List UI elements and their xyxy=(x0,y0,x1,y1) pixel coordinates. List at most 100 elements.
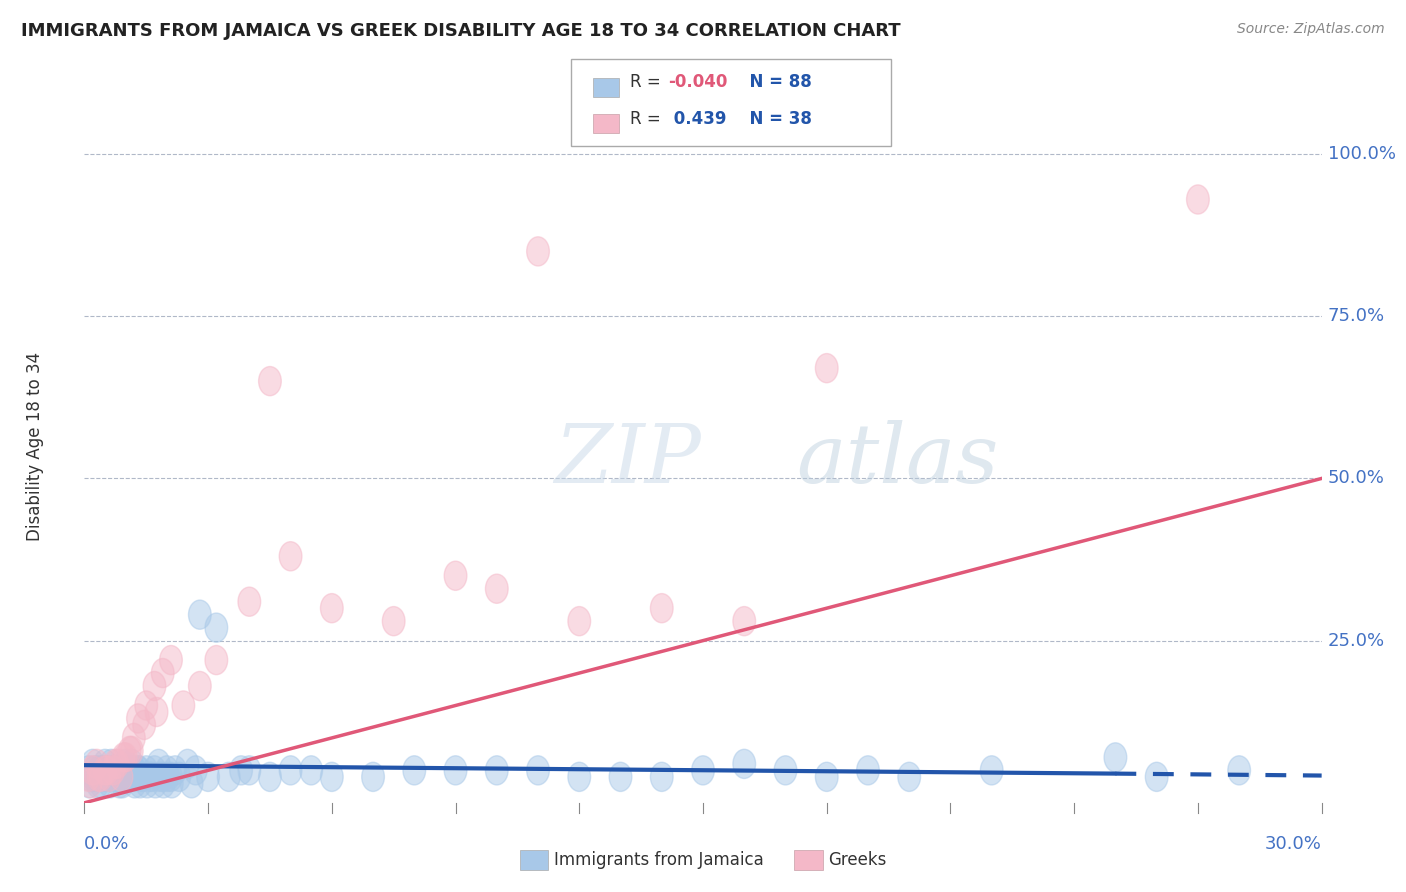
Ellipse shape xyxy=(444,756,467,785)
Ellipse shape xyxy=(205,613,228,642)
Ellipse shape xyxy=(124,769,146,798)
Text: 30.0%: 30.0% xyxy=(1265,835,1322,853)
Ellipse shape xyxy=(197,763,219,791)
Text: Greeks: Greeks xyxy=(828,851,887,869)
Ellipse shape xyxy=(160,646,183,674)
Ellipse shape xyxy=(101,756,125,785)
Ellipse shape xyxy=(96,756,118,785)
Ellipse shape xyxy=(184,756,207,785)
Ellipse shape xyxy=(259,367,281,396)
Ellipse shape xyxy=(218,763,240,791)
Ellipse shape xyxy=(815,353,838,383)
Text: -0.040: -0.040 xyxy=(668,73,727,91)
Ellipse shape xyxy=(90,769,112,798)
Ellipse shape xyxy=(176,749,198,779)
Ellipse shape xyxy=(86,749,108,779)
Ellipse shape xyxy=(100,749,122,779)
Ellipse shape xyxy=(180,769,202,798)
Ellipse shape xyxy=(114,749,136,779)
Ellipse shape xyxy=(105,749,129,779)
Ellipse shape xyxy=(79,763,101,791)
Ellipse shape xyxy=(139,763,163,791)
Ellipse shape xyxy=(127,704,149,733)
Ellipse shape xyxy=(188,600,211,629)
Ellipse shape xyxy=(129,769,152,798)
Ellipse shape xyxy=(122,723,145,753)
Ellipse shape xyxy=(692,756,714,785)
Ellipse shape xyxy=(82,763,105,791)
Ellipse shape xyxy=(143,769,167,798)
Ellipse shape xyxy=(321,593,343,623)
Ellipse shape xyxy=(90,763,112,791)
Ellipse shape xyxy=(229,756,253,785)
Ellipse shape xyxy=(160,763,183,791)
Ellipse shape xyxy=(238,587,260,616)
Ellipse shape xyxy=(527,756,550,785)
Ellipse shape xyxy=(651,593,673,623)
Ellipse shape xyxy=(98,763,121,791)
Ellipse shape xyxy=(82,749,104,779)
Ellipse shape xyxy=(167,763,191,791)
Ellipse shape xyxy=(259,763,281,791)
Ellipse shape xyxy=(82,756,104,785)
Ellipse shape xyxy=(527,236,550,266)
Ellipse shape xyxy=(98,763,121,791)
Ellipse shape xyxy=(163,756,187,785)
Ellipse shape xyxy=(121,749,143,779)
Ellipse shape xyxy=(156,763,179,791)
Ellipse shape xyxy=(94,763,117,791)
Text: 0.0%: 0.0% xyxy=(84,835,129,853)
Ellipse shape xyxy=(114,743,136,772)
Ellipse shape xyxy=(152,658,174,688)
Ellipse shape xyxy=(485,756,508,785)
Ellipse shape xyxy=(98,769,121,798)
Ellipse shape xyxy=(1227,756,1250,785)
Ellipse shape xyxy=(96,756,118,785)
Ellipse shape xyxy=(145,698,167,727)
Ellipse shape xyxy=(188,672,211,700)
Ellipse shape xyxy=(444,561,467,591)
Text: Source: ZipAtlas.com: Source: ZipAtlas.com xyxy=(1237,22,1385,37)
Ellipse shape xyxy=(280,541,302,571)
Ellipse shape xyxy=(1187,185,1209,214)
Ellipse shape xyxy=(1104,743,1126,772)
Text: ZIP: ZIP xyxy=(554,420,702,500)
Ellipse shape xyxy=(125,763,148,791)
Text: 75.0%: 75.0% xyxy=(1327,307,1385,326)
Ellipse shape xyxy=(152,769,174,798)
Ellipse shape xyxy=(152,763,174,791)
Ellipse shape xyxy=(156,756,179,785)
Ellipse shape xyxy=(238,756,260,785)
Ellipse shape xyxy=(117,763,139,791)
Ellipse shape xyxy=(815,763,838,791)
Ellipse shape xyxy=(127,756,149,785)
Ellipse shape xyxy=(136,769,159,798)
Ellipse shape xyxy=(568,763,591,791)
Ellipse shape xyxy=(110,763,132,791)
Ellipse shape xyxy=(86,763,108,791)
Text: Disability Age 18 to 34: Disability Age 18 to 34 xyxy=(25,351,44,541)
Ellipse shape xyxy=(568,607,591,636)
Ellipse shape xyxy=(148,763,170,791)
Ellipse shape xyxy=(160,769,183,798)
Text: R =: R = xyxy=(630,110,666,128)
Ellipse shape xyxy=(733,749,755,779)
Text: 50.0%: 50.0% xyxy=(1327,469,1385,487)
Ellipse shape xyxy=(101,756,125,785)
Ellipse shape xyxy=(108,769,131,798)
Ellipse shape xyxy=(205,646,228,674)
Text: 25.0%: 25.0% xyxy=(1327,632,1385,649)
Ellipse shape xyxy=(132,763,155,791)
Ellipse shape xyxy=(733,607,755,636)
Ellipse shape xyxy=(115,756,138,785)
Ellipse shape xyxy=(86,769,108,798)
Ellipse shape xyxy=(91,763,114,791)
Text: N = 38: N = 38 xyxy=(738,110,813,128)
Text: atlas: atlas xyxy=(796,420,998,500)
Ellipse shape xyxy=(148,749,170,779)
Ellipse shape xyxy=(856,756,879,785)
Ellipse shape xyxy=(299,756,322,785)
Ellipse shape xyxy=(898,763,921,791)
Ellipse shape xyxy=(87,756,110,785)
Text: Immigrants from Jamaica: Immigrants from Jamaica xyxy=(554,851,763,869)
